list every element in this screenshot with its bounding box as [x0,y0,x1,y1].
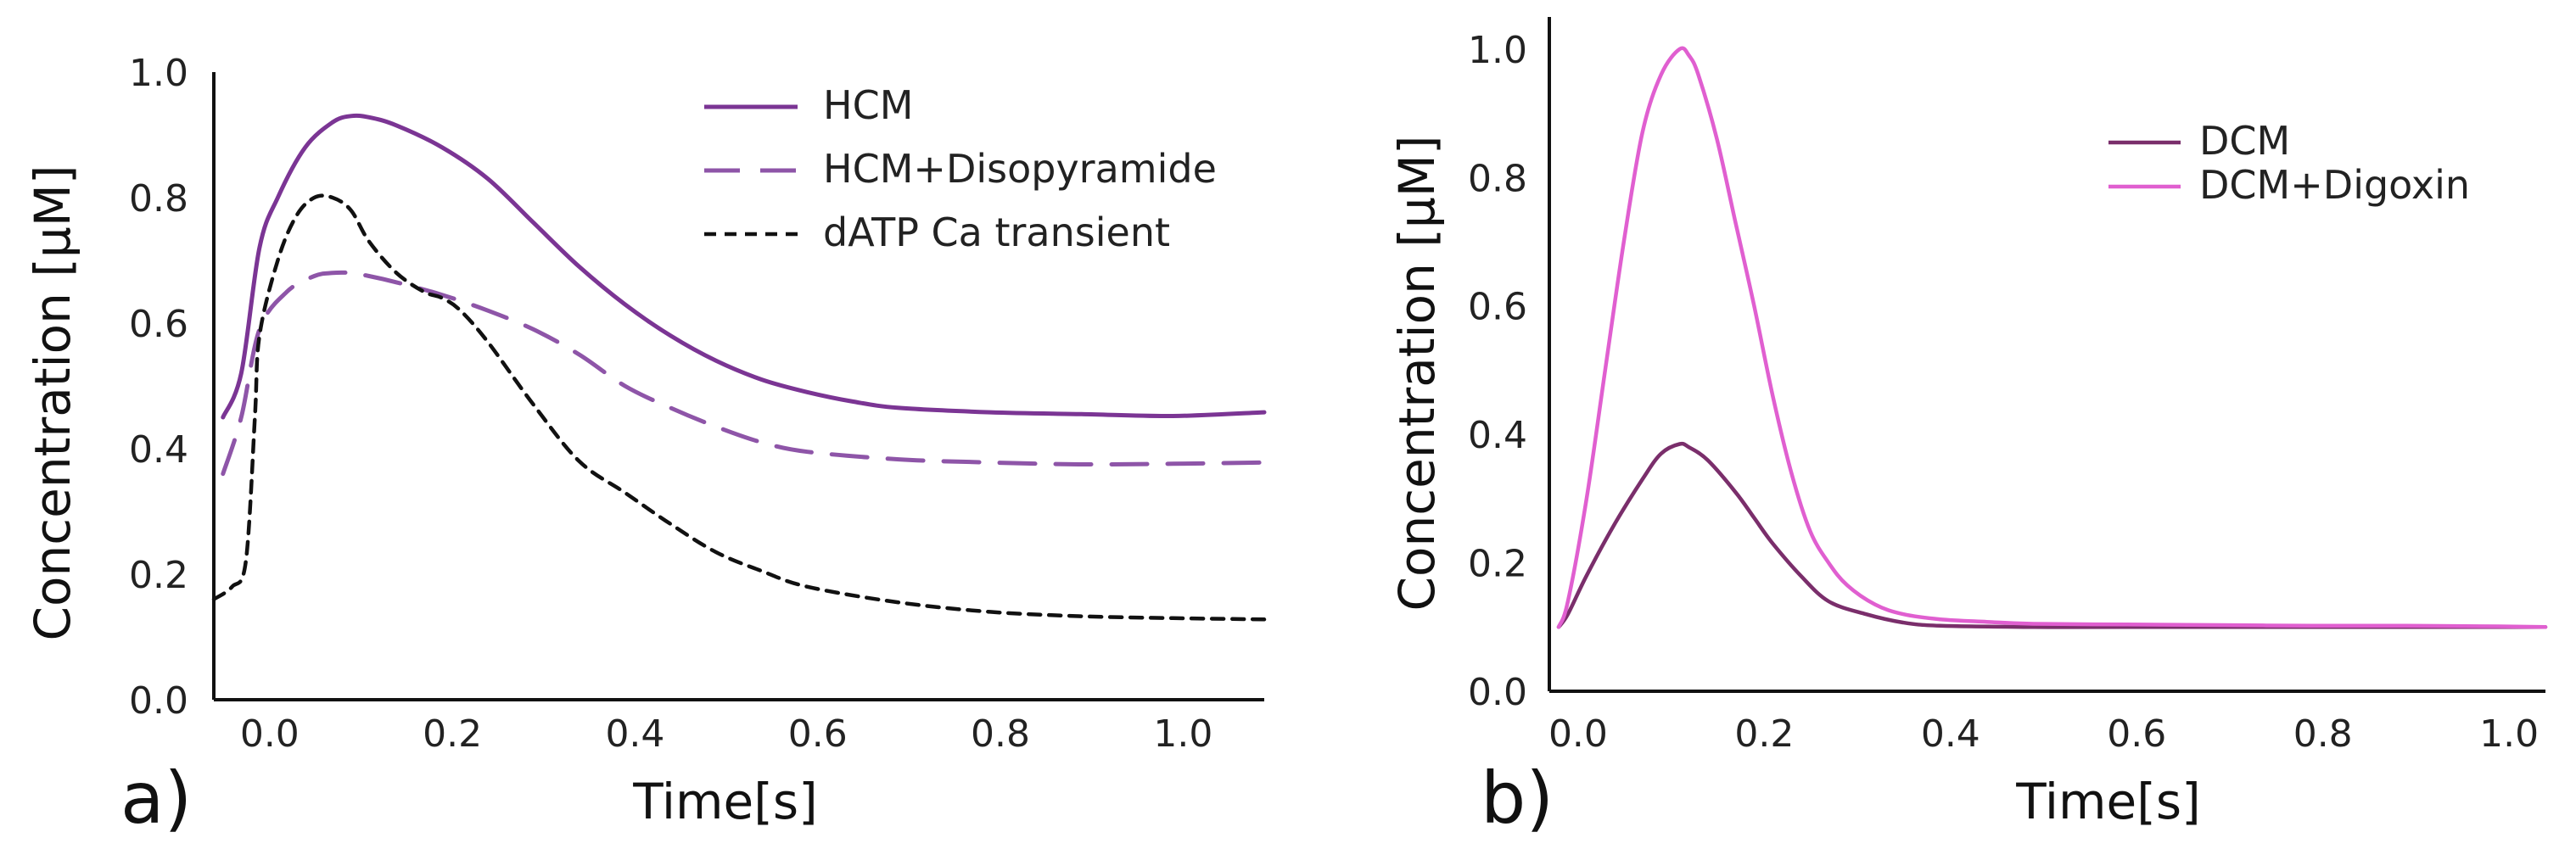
panel-b-xlabel: Time[s] [2015,773,2200,830]
panel-a-series-datp-ca-transient [211,193,1267,622]
chart-panel-a: Concentration [μM] 0.0 0.2 0.4 0.6 0.8 1.0 0.… [24,52,1267,840]
panel-b-series-dcm-digoxin [1556,46,2548,629]
panel-b-y-ticks: 0.0 0.2 0.4 0.6 0.8 1.0 [1468,29,1527,714]
panel-a-ytick-label: 1.0 [129,52,188,95]
panel-b-x-ticks: 0.0 0.2 0.4 0.6 0.8 1.0 [1548,712,2539,756]
legend-entry-label: HCM+Disopyramide [823,146,1217,192]
panel-a-y-ticks: 0.0 0.2 0.4 0.6 0.8 1.0 [129,52,188,723]
panel-b-label: b) [1481,757,1554,840]
panel-a-ytick-label: 0.8 [129,177,188,221]
panel-a-x-ticks: 0.0 0.2 0.4 0.6 0.8 1.0 [240,712,1213,756]
panel-a-xtick-label: 0.6 [788,712,848,756]
chart-panel-b: Concentration [μM] 0.0 0.2 0.4 0.6 0.8 1.0 0.… [1388,17,2548,840]
panel-a-xtick-label: 1.0 [1153,712,1212,756]
panel-b-ytick-label: 0.8 [1468,157,1527,200]
panel-b-ytick-label: 0.6 [1468,286,1527,329]
panel-a-xlabel: Time[s] [632,773,817,830]
panel-b-ytick-label: 0.4 [1468,414,1527,457]
panel-b-ytick-label: 0.2 [1468,543,1527,586]
panel-a-xtick-label: 0.2 [423,712,482,756]
panel-a-series-hcm [221,113,1267,420]
legend-entry-label: HCM [823,82,913,128]
panel-a-ytick-label: 0.4 [129,428,188,472]
panel-a-label: a) [120,757,192,840]
panel-a-series [211,113,1267,622]
panel-a-ytick-label: 0.6 [129,303,188,346]
panel-a-xtick-label: 0.0 [240,712,300,756]
legend-entry-label: dATP Ca transient [823,209,1170,255]
legend-entry-label: DCM+Digoxin [2199,162,2470,208]
panel-a-xtick-label: 0.8 [971,712,1030,756]
panel-a-xtick-label: 0.4 [605,712,664,756]
panel-b-xtick-label: 0.4 [1921,712,1980,756]
panel-b-series [1556,46,2548,629]
panel-b-xtick-label: 0.8 [2293,712,2353,756]
panel-a-ytick-label: 0.0 [129,679,188,723]
panel-b-xtick-label: 0.2 [1734,712,1794,756]
panel-b-xtick-label: 1.0 [2479,712,2539,756]
panel-b-xtick-label: 0.0 [1548,712,1608,756]
panel-a-ytick-label: 0.2 [129,554,188,597]
panel-b-series-dcm [1556,441,2548,629]
panel-b-ytick-label: 1.0 [1468,29,1527,72]
panel-b-ylabel: Concentration [μM] [1388,136,1446,612]
legend-entry-label: DCM [2199,118,2290,164]
panel-b-xtick-label: 0.6 [2107,712,2166,756]
panel-b-ytick-label: 0.0 [1468,671,1527,714]
panel-a-legend: HCM HCM+Disopyramide dATP Ca transient [704,82,1217,255]
panel-a-ylabel: Concentration [μM] [24,165,81,641]
